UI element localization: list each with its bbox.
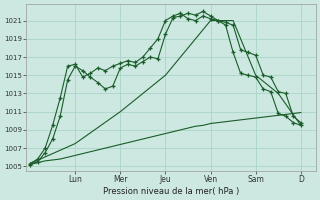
X-axis label: Pression niveau de la mer( hPa ): Pression niveau de la mer( hPa )	[103, 187, 239, 196]
